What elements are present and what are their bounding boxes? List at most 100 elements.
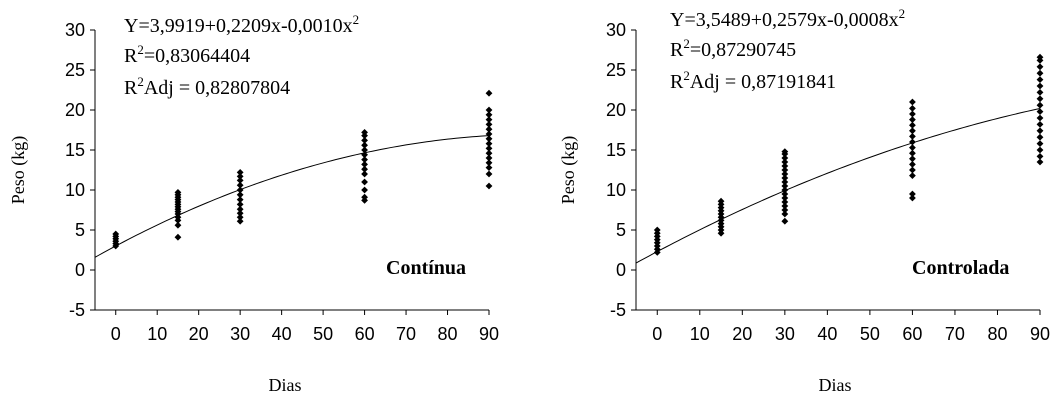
data-point bbox=[361, 193, 368, 201]
data-point bbox=[485, 170, 493, 178]
data-point bbox=[361, 137, 368, 144]
data-point bbox=[361, 178, 368, 186]
y-tick-label: 30 bbox=[606, 20, 626, 40]
data-point bbox=[781, 217, 789, 225]
data-point bbox=[236, 209, 244, 217]
x-tick-label: 40 bbox=[272, 324, 292, 344]
data-point bbox=[485, 135, 493, 143]
data-point bbox=[781, 158, 789, 166]
data-point bbox=[1036, 69, 1044, 77]
data-point bbox=[236, 177, 244, 184]
data-point bbox=[485, 149, 493, 157]
treatment-label: Controlada bbox=[912, 257, 1009, 279]
data-point bbox=[485, 154, 493, 162]
data-point bbox=[112, 230, 120, 238]
data-point bbox=[1036, 95, 1044, 103]
data-point bbox=[236, 201, 244, 208]
x-tick-label: 50 bbox=[860, 324, 880, 344]
data-point bbox=[781, 166, 789, 174]
treatment-label: Contínua bbox=[386, 257, 466, 279]
data-point bbox=[236, 205, 244, 213]
x-tick-label: 60 bbox=[355, 324, 375, 344]
y-tick-label: -5 bbox=[610, 300, 626, 320]
tick-marks bbox=[90, 29, 490, 315]
data-point bbox=[781, 186, 789, 194]
data-point bbox=[1036, 76, 1044, 83]
y-tick-label: 30 bbox=[65, 20, 85, 40]
x-tick-labels: 0 10 20 30 40 50 60 70 80 90 bbox=[652, 324, 1050, 344]
data-point bbox=[485, 89, 493, 97]
data-point bbox=[1036, 82, 1044, 90]
x-tick-label: 10 bbox=[690, 324, 710, 344]
data-point bbox=[781, 182, 789, 190]
data-point bbox=[909, 105, 916, 112]
data-point bbox=[485, 125, 493, 133]
data-point bbox=[781, 154, 789, 162]
data-point bbox=[361, 141, 368, 149]
data-point bbox=[1036, 108, 1044, 115]
data-point bbox=[485, 182, 493, 190]
x-tick-label: 40 bbox=[817, 324, 837, 344]
y-tick-label: 0 bbox=[75, 260, 85, 280]
chart-continua: -5 0 5 10 15 20 25 30 0 10 20 30 40 50 60 70 80 90 Y=3,9… bbox=[8, 12, 499, 395]
data-point bbox=[485, 159, 493, 167]
regression-curve bbox=[635, 107, 1041, 264]
x-tick-label: 30 bbox=[775, 324, 795, 344]
data-point bbox=[485, 145, 493, 152]
data-point bbox=[653, 226, 661, 234]
y-axis-title: Peso (kg) bbox=[558, 136, 579, 205]
y-tick-label: 20 bbox=[65, 100, 85, 120]
data-point bbox=[485, 121, 493, 128]
data-point bbox=[781, 148, 789, 155]
data-point bbox=[1036, 63, 1044, 71]
data-point bbox=[236, 186, 244, 194]
data-point bbox=[1036, 133, 1044, 141]
y-tick-label: 20 bbox=[606, 100, 626, 120]
tick-marks bbox=[631, 29, 1041, 315]
data-point bbox=[236, 173, 244, 180]
data-point bbox=[1036, 158, 1044, 166]
regression-curve bbox=[94, 135, 490, 258]
data-point bbox=[1036, 101, 1044, 109]
x-tick-label: 50 bbox=[313, 324, 333, 344]
plot-area bbox=[94, 30, 489, 311]
data-point bbox=[909, 133, 916, 140]
data-point bbox=[781, 206, 789, 214]
data-point bbox=[361, 129, 368, 136]
data-point bbox=[485, 111, 493, 119]
x-tick-label: 20 bbox=[189, 324, 209, 344]
data-point bbox=[781, 174, 789, 182]
y-axis-title: Peso (kg) bbox=[8, 136, 29, 205]
x-tick-label: 70 bbox=[396, 324, 416, 344]
data-point bbox=[1036, 146, 1044, 154]
data-point bbox=[781, 190, 789, 198]
y-tick-label: 10 bbox=[606, 180, 626, 200]
data-point bbox=[236, 181, 244, 189]
data-point bbox=[717, 197, 725, 205]
data-point bbox=[236, 169, 244, 176]
r-squared: R2=0,83064404 bbox=[124, 42, 250, 67]
y-tick-labels: -5 0 5 10 15 20 25 30 bbox=[606, 20, 626, 320]
y-tick-label: -5 bbox=[69, 300, 85, 320]
data-point bbox=[1036, 153, 1044, 160]
x-tick-label: 90 bbox=[1030, 324, 1050, 344]
data-point bbox=[781, 198, 789, 206]
y-tick-label: 25 bbox=[65, 60, 85, 80]
data-point bbox=[361, 170, 368, 178]
data-point bbox=[1036, 121, 1044, 128]
data-point bbox=[361, 156, 368, 163]
data-point bbox=[909, 155, 916, 163]
data-point bbox=[781, 194, 789, 202]
x-tick-label: 0 bbox=[111, 324, 121, 344]
x-tick-label: 0 bbox=[652, 324, 662, 344]
y-tick-label: 25 bbox=[606, 60, 626, 80]
data-point bbox=[174, 189, 182, 196]
data-point bbox=[485, 140, 493, 147]
data-points bbox=[112, 89, 493, 250]
data-point bbox=[909, 138, 916, 146]
data-point bbox=[174, 221, 182, 229]
data-point bbox=[1036, 89, 1044, 96]
data-point bbox=[485, 116, 493, 123]
x-tick-labels: 0 10 20 30 40 50 60 70 80 90 bbox=[111, 324, 499, 344]
data-point bbox=[1036, 127, 1044, 135]
